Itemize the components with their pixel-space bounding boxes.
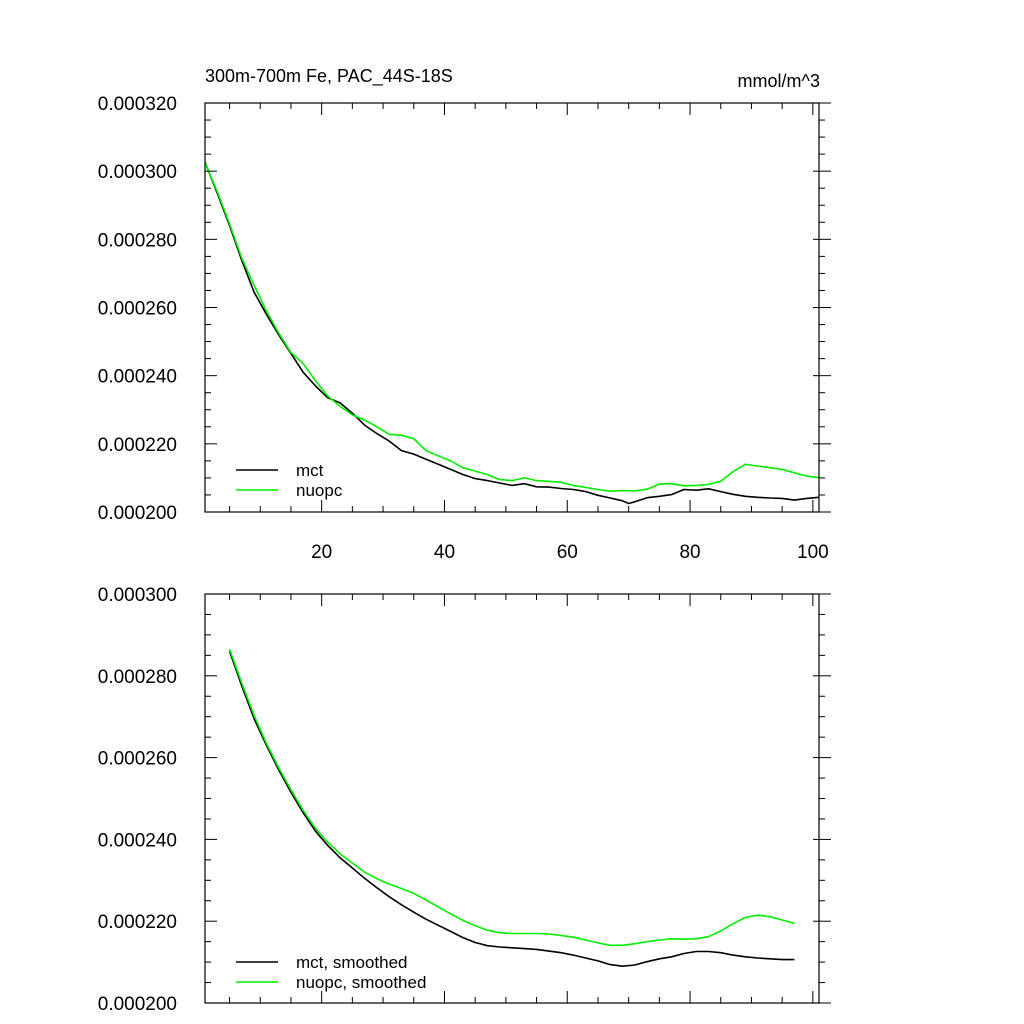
top-x-tick-label: 80 xyxy=(679,542,700,563)
bottom-plot-ticks: 0.000200 0.000220 0.000240 0.000260 0.000280… xyxy=(98,585,831,1015)
top-y-tick-label: 0.000200 xyxy=(98,503,177,524)
top-y-tick-label: 0.000240 xyxy=(98,367,177,388)
bottom-y-tick-label: 0.000200 xyxy=(98,994,177,1015)
bottom-plot-frame xyxy=(204,593,820,1004)
bottom-y-tick-label: 0.000240 xyxy=(98,830,177,851)
top-plot-panel: 300m-700m Fe, PAC_44S-18S mmol/m^3 20 40 6… xyxy=(98,66,831,563)
bottom-legend-label: mct, smoothed xyxy=(296,953,408,972)
top-x-tick-label: 60 xyxy=(557,542,578,563)
bottom-plot-panel: 0.000200 0.000220 0.000240 0.000260 0.000280… xyxy=(98,585,831,1015)
bottom-y-tick-label: 0.000280 xyxy=(98,667,177,688)
top-y-tick-label: 0.000300 xyxy=(98,162,177,183)
top-plot-ticks: 20 40 60 80 100 0.000200 0.000220 0.000240 0.000… xyxy=(98,94,831,563)
top-plot-series xyxy=(204,161,820,505)
bottom-series-line-mct xyxy=(228,651,795,967)
top-series-line-nuopc xyxy=(204,162,820,492)
top-y-tick-label: 0.000260 xyxy=(98,299,177,320)
bottom-legend-label: nuopc, smoothed xyxy=(296,973,426,992)
top-x-tick-label: 20 xyxy=(311,542,332,563)
top-plot-units: mmol/m^3 xyxy=(738,71,820,91)
top-legend-label: mct xyxy=(296,461,324,480)
top-y-tick-label: 0.000220 xyxy=(98,435,177,456)
bottom-plot-series xyxy=(228,648,795,967)
top-plot-frame xyxy=(204,102,820,513)
top-series-line-mct xyxy=(204,161,820,505)
top-x-tick-label: 100 xyxy=(797,542,829,563)
top-legend-label: nuopc xyxy=(296,481,343,500)
bottom-y-tick-label: 0.000300 xyxy=(98,585,177,606)
top-x-tick-label: 40 xyxy=(434,542,455,563)
top-y-tick-label: 0.000280 xyxy=(98,230,177,251)
top-y-tick-label: 0.000320 xyxy=(98,94,177,115)
top-plot-title: 300m-700m Fe, PAC_44S-18S xyxy=(205,66,453,87)
bottom-series-line-nuopc xyxy=(228,648,795,947)
bottom-y-tick-label: 0.000260 xyxy=(98,749,177,770)
bottom-y-tick-label: 0.000220 xyxy=(98,912,177,933)
